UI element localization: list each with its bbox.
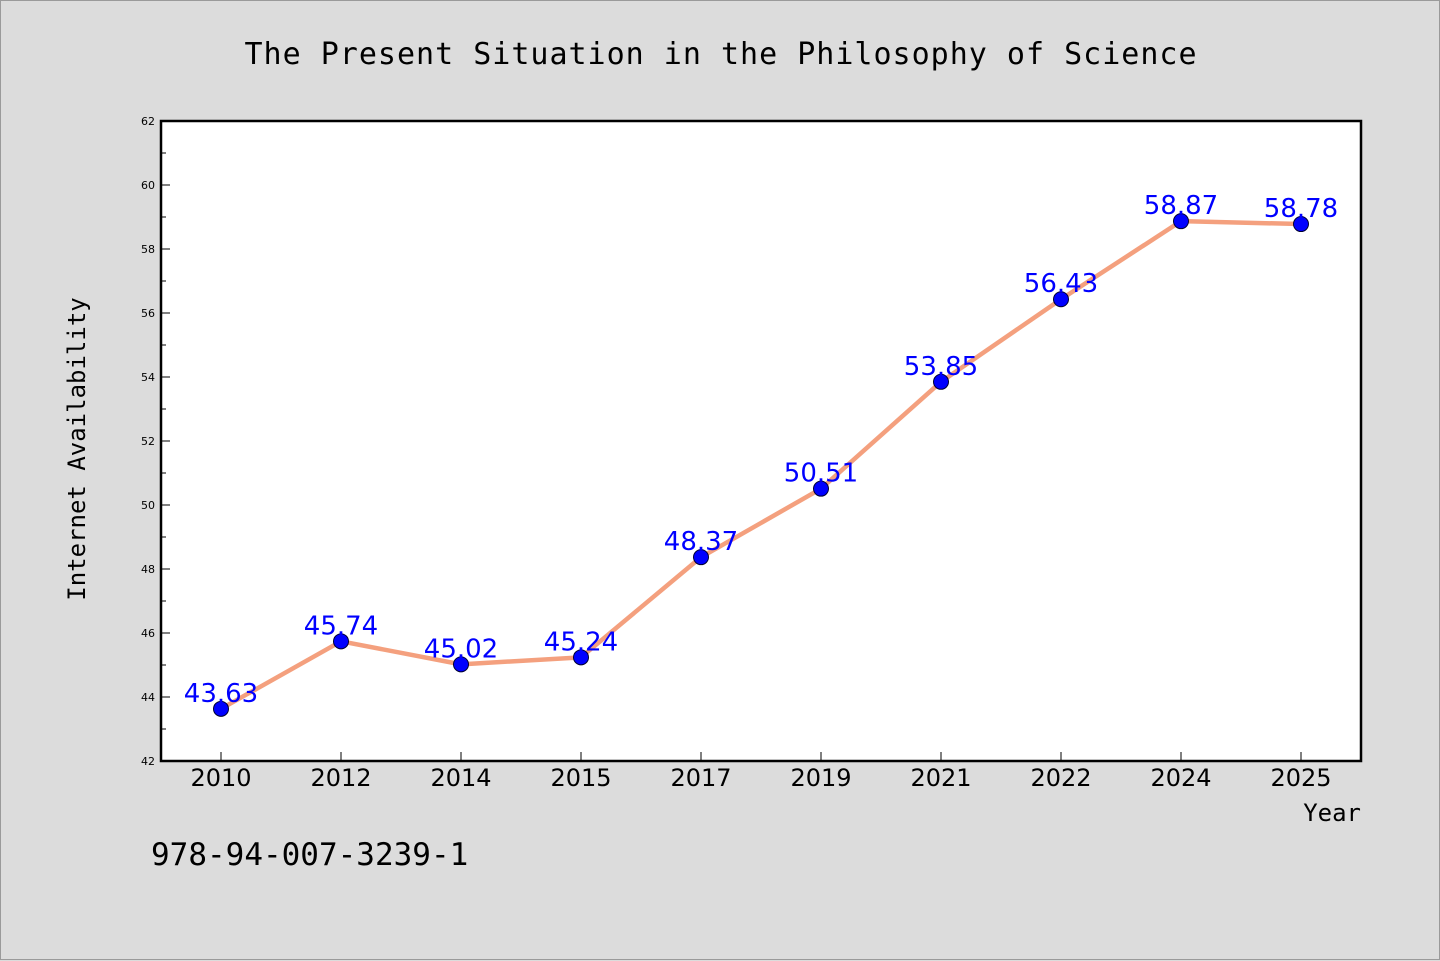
data-point bbox=[693, 549, 709, 566]
chart-title: The Present Situation in the Philosophy … bbox=[244, 37, 1197, 72]
data-point bbox=[573, 649, 589, 666]
data-label: 45.02 bbox=[424, 634, 498, 664]
series-line bbox=[218, 218, 1304, 712]
y-tick-label: 54 bbox=[141, 371, 155, 384]
data-label: 50.51 bbox=[784, 459, 858, 489]
series-layer: 43.63 45.74 45.02 45.24 48.37 50.51 53.85 56.43… bbox=[184, 191, 1338, 717]
data-point bbox=[1293, 216, 1309, 233]
data-label: 43.63 bbox=[184, 679, 258, 709]
x-tick-label: 2010 bbox=[190, 764, 251, 792]
y-tick-label: 42 bbox=[141, 755, 155, 768]
x-tick-label: 2021 bbox=[910, 764, 971, 792]
y-tick-label: 50 bbox=[141, 499, 155, 512]
x-tick-label: 2024 bbox=[1150, 764, 1211, 792]
data-point bbox=[1053, 291, 1069, 308]
y-axis: 42 44 46 48 50 52 54 56 58 60 62 bbox=[141, 115, 170, 768]
data-label: 56.43 bbox=[1024, 269, 1098, 299]
y-tick-label: 52 bbox=[141, 435, 155, 448]
x-tick-label: 2022 bbox=[1030, 764, 1091, 792]
plot-area bbox=[159, 119, 1363, 763]
y-tick-label: 58 bbox=[141, 243, 155, 256]
x-axis: 2010 2012 2014 2015 2017 2019 2021 2022 2024 2025 bbox=[190, 752, 1332, 792]
data-point bbox=[213, 700, 229, 717]
x-tick-label: 2014 bbox=[430, 764, 491, 792]
x-axis-label: Year bbox=[1303, 799, 1361, 827]
y-tick-label: 60 bbox=[141, 179, 155, 192]
data-point bbox=[333, 633, 349, 650]
isbn-footer: 978-94-007-3239-1 bbox=[151, 837, 468, 873]
data-label: 58.87 bbox=[1144, 191, 1218, 221]
y-tick-label: 62 bbox=[141, 115, 155, 128]
data-point bbox=[813, 480, 829, 497]
y-tick-label: 46 bbox=[141, 627, 155, 640]
data-point bbox=[1173, 213, 1189, 230]
data-label: 45.24 bbox=[544, 627, 618, 657]
data-label: 53.85 bbox=[904, 352, 978, 382]
data-label: 45.74 bbox=[304, 611, 378, 641]
y-tick-label: 48 bbox=[141, 563, 155, 576]
x-tick-label: 2025 bbox=[1270, 764, 1331, 792]
x-tick-label: 2017 bbox=[670, 764, 731, 792]
data-label: 58.78 bbox=[1264, 194, 1338, 224]
y-tick-label: 44 bbox=[141, 691, 155, 704]
x-tick-label: 2019 bbox=[790, 764, 851, 792]
data-point bbox=[933, 373, 949, 390]
x-tick-label: 2015 bbox=[550, 764, 611, 792]
data-label: 48.37 bbox=[664, 527, 738, 557]
data-point bbox=[453, 656, 469, 673]
y-tick-label: 56 bbox=[141, 307, 155, 320]
x-tick-label: 2012 bbox=[310, 764, 371, 792]
y-axis-label: Internet Availability bbox=[63, 297, 91, 600]
